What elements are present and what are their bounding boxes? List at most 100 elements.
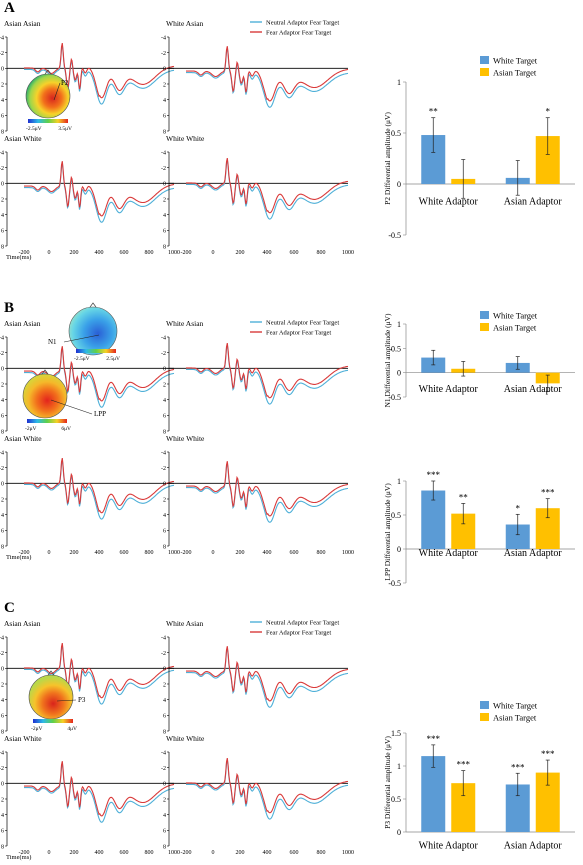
erp-y-tick-label: 0 xyxy=(163,482,166,488)
bar-category-label: White Adaptor xyxy=(419,841,479,852)
topomap-nose xyxy=(47,670,55,676)
erp-y-tick-label: 6 xyxy=(163,414,166,420)
bar-chart-layer: 1 0.5 0 -0.5 P2 Differential amplitude (μV) *… xyxy=(383,56,575,852)
erp-x-tick-label: 600 xyxy=(290,250,299,256)
erp-y-tick-label: -4 xyxy=(0,450,4,456)
erp-y-tick-label: 2 xyxy=(1,197,4,203)
erp-y-tick-label: 2 xyxy=(163,197,166,203)
erp-line-fear-adaptor xyxy=(24,457,175,514)
erp-y-tick-label: 0 xyxy=(1,367,4,373)
significance-marker: *** xyxy=(541,749,555,759)
erp-y-tick-label: -4 xyxy=(161,635,166,641)
erp-y-tick-label: 2 xyxy=(163,797,166,803)
bar-y-tick-label: 1 xyxy=(397,78,401,87)
erp-y-tick-label: 4 xyxy=(163,98,166,104)
erp-y-tick-label: -4 xyxy=(0,750,4,756)
erp-x-tick-label: 400 xyxy=(263,550,272,556)
legend-label: Fear Adaptor Fear Target xyxy=(266,330,331,337)
topomap-nose xyxy=(89,302,97,308)
topomap-colorbar xyxy=(28,119,68,123)
topomap-colorbar xyxy=(76,349,116,353)
bar-y-tick-label: 0.5 xyxy=(391,129,401,138)
erp-y-tick-label: 6 xyxy=(163,529,166,535)
erp-plot-title: Asian Asian xyxy=(4,319,41,328)
erp-y-tick-label: -2 xyxy=(161,466,166,472)
bar-legend-swatch xyxy=(480,713,489,721)
topomap-lpp: LPP -2μV 6μV xyxy=(22,369,106,432)
topomap-colorbar-min: -2μV xyxy=(25,426,37,432)
erp-line-neutral-adaptor xyxy=(186,462,349,523)
erp-line-fear-adaptor xyxy=(24,642,175,699)
bar-y-tick-label: 1 xyxy=(397,477,401,486)
erp-x-tick-label: 0 xyxy=(48,550,51,556)
bar-y-tick-label: 0 xyxy=(397,828,401,837)
erp-x-tick-label: 400 xyxy=(95,250,104,256)
erp-line-fear-adaptor xyxy=(24,161,175,217)
erp-y-tick-label: 4 xyxy=(1,513,4,519)
legend-label: Neutral Adaptor Fear Target xyxy=(266,20,339,27)
bar-category-label: White Adaptor xyxy=(419,196,479,207)
erp-x-tick-label: 0 xyxy=(212,550,215,556)
bar-legend-label: Asian Target xyxy=(493,323,537,333)
erp-x-tick-label: -200 xyxy=(181,550,192,556)
panel-label-C: C xyxy=(4,600,15,616)
bar-category-label: White Adaptor xyxy=(419,384,479,395)
erp-x-tick-label: 0 xyxy=(212,850,215,856)
erp-plot-a-2: Asian White -4 -2 0 2 4 6 8 -200 0 200 400 600 800 100… xyxy=(0,134,180,256)
erp-line-neutral-adaptor xyxy=(186,647,349,708)
topomap-pointer xyxy=(53,82,61,101)
erp-y-tick-label: 8 xyxy=(163,729,166,735)
significance-marker: * xyxy=(516,503,521,513)
erp-x-tick-label: 1000 xyxy=(168,250,180,256)
erp-plot-b-3: White White -4 -2 0 2 4 6 8 -200 0 200 400 600 800 100… xyxy=(161,434,354,556)
topomap-component-label: N1 xyxy=(48,338,57,346)
erp-line-fear-adaptor xyxy=(186,461,349,517)
erp-y-tick-label: 2 xyxy=(1,797,4,803)
erp-x-tick-label: 400 xyxy=(263,850,272,856)
erp-x-tick-label: 400 xyxy=(95,850,104,856)
erp-x-tick-label: 800 xyxy=(145,550,154,556)
erp-y-tick-label: 6 xyxy=(163,229,166,235)
erp-y-tick-label: 2 xyxy=(163,382,166,388)
topomap-colorbar xyxy=(33,719,73,723)
erp-plot-title: White White xyxy=(166,734,205,743)
erp-y-tick-label: 0 xyxy=(163,182,166,188)
bar-y-tick-label: 1 xyxy=(397,320,401,329)
erp-x-tick-label: 800 xyxy=(145,850,154,856)
erp-line-fear-adaptor xyxy=(186,646,349,702)
topomap-layer: P2 -2.5μV 3.5μV N1 -2.5μV 2.5μV LPP -2μV 6μV P3 -2… xyxy=(22,69,120,732)
erp-x-tick-label: 1000 xyxy=(168,550,180,556)
bar-legend-swatch xyxy=(480,701,489,709)
erp-y-tick-label: -4 xyxy=(0,635,4,641)
erp-x-tick-label: 1000 xyxy=(342,250,354,256)
bar-chart-p2: 1 0.5 0 -0.5 P2 Differential amplitude (μV) *… xyxy=(383,56,575,240)
erp-x-tick-label: 1000 xyxy=(342,850,354,856)
erp-y-tick-label: 8 xyxy=(1,729,4,735)
erp-line-neutral-adaptor xyxy=(186,159,349,220)
erp-line-fear-adaptor xyxy=(186,157,349,214)
bar-y-tick-label: 1.5 xyxy=(391,729,401,738)
topomap-colorbar-min: -2μV xyxy=(31,726,43,732)
erp-y-tick-label: 8 xyxy=(1,429,4,435)
topomap-pointer xyxy=(56,699,77,702)
erp-plot-title: Asian White xyxy=(4,734,42,743)
erp-y-tick-label: 8 xyxy=(1,244,4,250)
bar-y-label: LPP Differential amplitude (μV) xyxy=(383,483,392,581)
erp-y-tick-label: 2 xyxy=(1,82,4,88)
significance-marker: *** xyxy=(427,470,441,480)
erp-x-tick-label: -200 xyxy=(181,850,192,856)
erp-x-label: Time(ms) xyxy=(6,854,31,861)
erp-x-tick-label: 1000 xyxy=(168,850,180,856)
panel-label-B: B xyxy=(4,300,14,316)
topomap-p2: P2 -2.5μV 3.5μV xyxy=(25,69,72,132)
erp-y-tick-label: 4 xyxy=(1,213,4,219)
erp-y-tick-label: -4 xyxy=(161,335,166,341)
bar-legend-label: Asian Target xyxy=(493,68,537,78)
topomap-colorbar-max: 4μV xyxy=(67,726,77,732)
erp-y-tick-label: -2 xyxy=(161,166,166,172)
topomap-p3: P3 -2μV 4μV xyxy=(28,670,86,732)
topomap-colorbar-max: 2.5μV xyxy=(106,356,120,362)
bar-legend-swatch xyxy=(480,323,489,331)
erp-y-tick-label: 0 xyxy=(163,667,166,673)
erp-y-tick-label: -2 xyxy=(161,766,166,772)
